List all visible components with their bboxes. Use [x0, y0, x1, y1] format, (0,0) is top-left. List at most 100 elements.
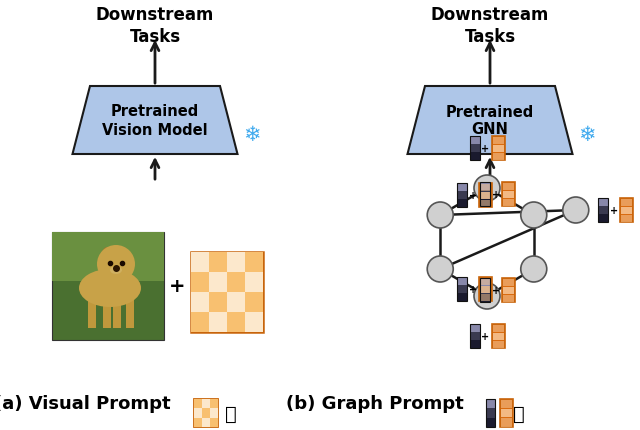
Bar [493, 145, 504, 152]
Bar [486, 418, 495, 427]
Bar [470, 144, 479, 153]
Bar [480, 286, 490, 294]
Bar [598, 199, 608, 222]
Bar [194, 418, 202, 427]
Bar [480, 183, 490, 206]
Bar [503, 191, 514, 198]
Text: ❄: ❄ [579, 125, 596, 144]
Bar [481, 294, 492, 301]
Bar [481, 278, 492, 285]
Text: 🔥: 🔥 [225, 404, 237, 423]
Bar [499, 399, 513, 427]
Bar [500, 399, 511, 408]
Bar [480, 278, 490, 302]
Text: +: + [481, 331, 490, 341]
Bar [503, 199, 514, 206]
Bar [103, 300, 111, 328]
Bar [481, 286, 492, 293]
Bar [245, 292, 263, 312]
Bar [470, 153, 479, 161]
Bar [503, 279, 514, 286]
Text: 🔥: 🔥 [513, 404, 525, 423]
Bar [126, 300, 134, 328]
Bar [481, 200, 492, 207]
Text: (a) Visual Prompt: (a) Visual Prompt [0, 394, 170, 412]
Text: (b) Graph Prompt: (b) Graph Prompt [286, 394, 464, 412]
Circle shape [97, 246, 135, 283]
Bar [227, 252, 245, 272]
Bar [493, 153, 504, 160]
Text: Pretrained
GNN: Pretrained GNN [446, 104, 534, 137]
Bar [202, 399, 210, 408]
Bar [52, 233, 164, 340]
Ellipse shape [102, 247, 113, 265]
Text: +: + [492, 286, 500, 295]
Bar [486, 399, 495, 408]
Bar [503, 287, 514, 294]
Bar [503, 295, 514, 302]
Polygon shape [72, 87, 237, 155]
Bar [598, 199, 608, 206]
Bar [210, 408, 218, 418]
Bar [458, 277, 467, 286]
Bar [470, 332, 479, 340]
Bar [481, 184, 492, 191]
Bar [621, 199, 632, 206]
Circle shape [428, 256, 453, 283]
Bar [493, 341, 504, 348]
Bar [227, 292, 245, 312]
Bar [470, 137, 479, 161]
Bar [470, 324, 479, 348]
Circle shape [521, 203, 547, 228]
Bar [621, 215, 632, 222]
Bar [598, 215, 608, 222]
Bar [227, 272, 245, 292]
Bar [458, 286, 467, 293]
Bar [209, 312, 227, 332]
Bar [470, 137, 479, 144]
Bar [194, 399, 202, 408]
Text: Pretrained
Vision Model: Pretrained Vision Model [102, 103, 208, 138]
Bar [245, 252, 263, 272]
Bar [209, 272, 227, 292]
Bar [502, 183, 515, 206]
Bar [500, 409, 511, 417]
Bar [470, 324, 479, 332]
Ellipse shape [118, 247, 129, 265]
Bar [88, 300, 96, 328]
Bar [202, 418, 210, 427]
Text: +: + [169, 277, 185, 296]
Circle shape [474, 283, 500, 309]
Bar [209, 292, 227, 312]
Bar [492, 324, 504, 348]
Bar [458, 184, 467, 208]
Bar [479, 277, 492, 301]
Ellipse shape [79, 269, 141, 307]
Text: ❄: ❄ [243, 125, 260, 144]
Text: Downstream
Tasks: Downstream Tasks [96, 6, 214, 46]
Bar [245, 272, 263, 292]
Bar [493, 333, 504, 340]
Bar [493, 137, 504, 144]
Bar [191, 292, 209, 312]
Bar [480, 183, 490, 190]
Text: +: + [481, 144, 490, 154]
Bar [113, 300, 121, 328]
Bar [480, 190, 490, 199]
Bar [620, 199, 633, 222]
Bar [486, 399, 495, 427]
Bar [502, 278, 515, 302]
Bar [245, 312, 263, 332]
Bar [500, 418, 511, 427]
Bar [209, 252, 227, 272]
Bar [52, 233, 164, 281]
Circle shape [474, 175, 500, 202]
Bar [493, 325, 504, 332]
Bar [470, 340, 479, 348]
Bar [621, 207, 632, 214]
Bar [194, 408, 202, 418]
Bar [227, 312, 245, 332]
Bar [458, 200, 467, 208]
Circle shape [428, 203, 453, 228]
Bar [191, 252, 263, 332]
